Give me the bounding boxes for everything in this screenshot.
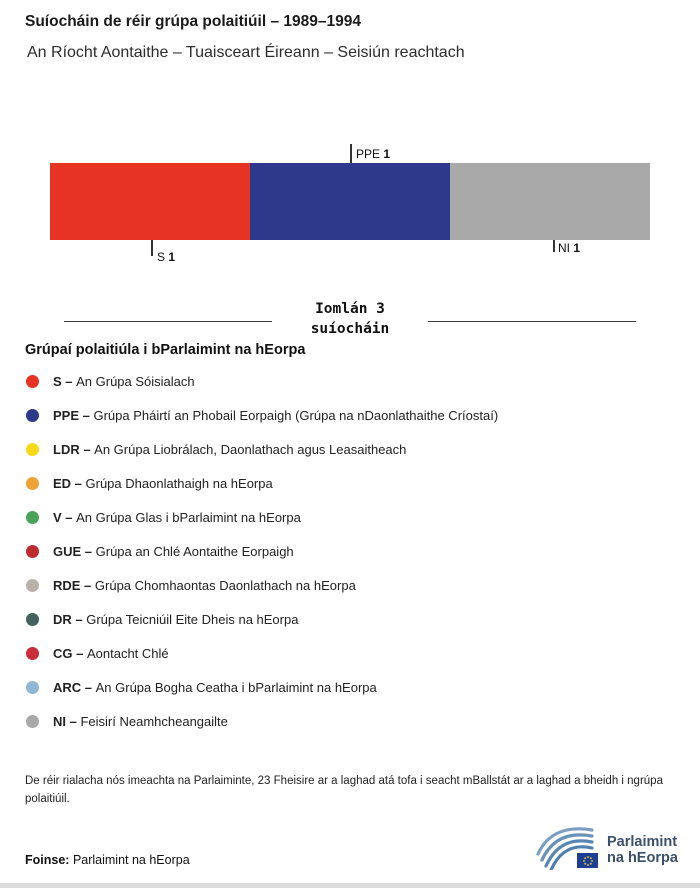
total-divider-right: [428, 321, 636, 322]
eu-flag-icon: [577, 853, 598, 868]
legend-item-ldr: LDR – An Grúpa Liobrálach, Daonlathach a…: [26, 432, 676, 466]
footnote: De réir rialacha nós imeachta na Parlaim…: [25, 775, 663, 805]
legend-code: NI –: [53, 713, 81, 729]
legend-color-dot: [26, 578, 39, 592]
source-label: Foinse:: [25, 853, 70, 867]
legend-name: An Grúpa Sóisialach: [76, 373, 195, 389]
legend-color-dot: [26, 476, 39, 490]
tick-s: [151, 240, 153, 256]
total-divider-left: [64, 321, 272, 322]
legend-color-dot: [26, 646, 39, 660]
legend-code: ARC –: [53, 679, 96, 695]
legend-code: LDR –: [53, 441, 95, 457]
logo-wordmark-line2: na hEorpa: [607, 849, 678, 866]
legend-name: An Grúpa Glas i bParlaimint na hEorpa: [76, 509, 301, 525]
legend-code: GUE –: [53, 543, 96, 559]
page-subtitle: An Ríocht Aontaithe – Tuaisceart Éireann…: [27, 44, 465, 61]
legend-item-ni: NI – Feisirí Neamhcheangailte: [26, 704, 676, 738]
legend-item-rde: RDE – Grúpa Chomhaontas Daonlathach na h…: [26, 568, 676, 602]
legend-name: Grúpa Chomhaontas Daonlathach na hEorpa: [94, 577, 356, 593]
legend-code: V –: [53, 509, 77, 525]
legend-label: CG – Aontacht Chlé: [53, 646, 169, 661]
bar-label-group: NI: [558, 241, 570, 255]
bar-label-value: 1: [383, 147, 391, 161]
bar-label-ppe: PPE 1: [356, 147, 390, 161]
legend-name: Feisirí Neamhcheangailte: [80, 713, 228, 729]
bar-label-value: 1: [168, 250, 176, 264]
legend-code: ED –: [53, 475, 86, 491]
legend-color-dot: [26, 544, 39, 558]
legend-color-dot: [26, 442, 39, 456]
legend-item-ppe: PPE – Grúpa Pháirtí an Phobail Eorpaigh …: [26, 398, 676, 432]
legend-name: Grúpa Teicniúil Eite Dheis na hEorpa: [86, 611, 299, 627]
bar-segment-s: [50, 163, 250, 240]
legend-name: An Grúpa Bogha Ceatha i bParlaimint na h…: [95, 679, 377, 695]
bar-segment-ppe: [250, 163, 450, 240]
legend-item-cg: CG – Aontacht Chlé: [26, 636, 676, 670]
tick-ppe: [350, 144, 352, 163]
bar-label-group: S: [157, 250, 166, 264]
legend-color-dot: [26, 612, 39, 626]
bar-label-ni: NI 1: [558, 241, 580, 255]
legend-item-v: V – An Grúpa Glas i bParlaimint na hEorp…: [26, 500, 676, 534]
source-value: Parlaimint na hEorpa: [72, 853, 190, 867]
legend-name: Aontacht Chlé: [86, 645, 169, 661]
logo-wordmark-line1: Parlaimint: [607, 833, 678, 850]
source-line: Foinse: Parlaimint na hEorpa: [25, 853, 190, 867]
tick-ni: [553, 240, 555, 252]
european-parliament-logo: Parlaimint na hEorpa: [534, 824, 678, 875]
legend-code: CG –: [53, 645, 87, 661]
stacked-bar: [50, 163, 650, 240]
legend-color-dot: [26, 680, 39, 694]
bar-label-s: S 1: [157, 250, 175, 264]
legend-label: NI – Feisirí Neamhcheangailte: [53, 714, 228, 729]
legend-code: RDE –: [53, 577, 95, 593]
legend-name: Grúpa an Chlé Aontaithe Eorpaigh: [95, 543, 294, 559]
legend-label: RDE – Grúpa Chomhaontas Daonlathach na h…: [53, 578, 356, 593]
legend-item-arc: ARC – An Grúpa Bogha Ceatha i bParlaimin…: [26, 670, 676, 704]
legend-item-gue: GUE – Grúpa an Chlé Aontaithe Eorpaigh: [26, 534, 676, 568]
legend-list: S – An Grúpa Sóisialach PPE – Grúpa Pháir…: [26, 364, 676, 738]
legend-name: Grúpa Dhaonlathaigh na hEorpa: [85, 475, 273, 491]
legend-name: An Grúpa Liobrálach, Daonlathach agus Le…: [94, 441, 407, 457]
total-seats-line2: suíocháin: [310, 321, 390, 337]
legend-color-dot: [26, 510, 39, 524]
total-seats: Iomlán 3 suíocháin: [0, 299, 700, 339]
legend-code: S –: [53, 373, 77, 389]
legend-label: V – An Grúpa Glas i bParlaimint na hEorp…: [53, 510, 301, 525]
legend-label: S – An Grúpa Sóisialach: [53, 374, 195, 389]
total-seats-line1: Iomlán 3: [315, 301, 385, 317]
legend-label: PPE – Grúpa Pháirtí an Phobail Eorpaigh …: [53, 408, 498, 423]
legend-color-dot: [26, 408, 39, 422]
legend-label: LDR – An Grúpa Liobrálach, Daonlathach a…: [53, 442, 406, 457]
legend-label: GUE – Grúpa an Chlé Aontaithe Eorpaigh: [53, 544, 294, 559]
page-title: Suíocháin de réir grúpa polaitiúil – 198…: [25, 13, 361, 30]
hemicycle-icon: [534, 824, 600, 875]
legend-code: PPE –: [53, 407, 94, 423]
bottom-border: [0, 883, 700, 888]
bar-segment-ni: [450, 163, 650, 240]
legend-heading: Grúpaí polaitiúla i bParlaimint na hEorp…: [25, 342, 306, 358]
legend-name: Grúpa Pháirtí an Phobail Eorpaigh (Grúpa…: [93, 407, 499, 423]
legend-label: ARC – An Grúpa Bogha Ceatha i bParlaimin…: [53, 680, 377, 695]
legend-label: DR – Grúpa Teicniúil Eite Dheis na hEorp…: [53, 612, 298, 627]
legend-item-ed: ED – Grúpa Dhaonlathaigh na hEorpa: [26, 466, 676, 500]
legend-code: DR –: [53, 611, 87, 627]
legend-item-dr: DR – Grúpa Teicniúil Eite Dheis na hEorp…: [26, 602, 676, 636]
legend-label: ED – Grúpa Dhaonlathaigh na hEorpa: [53, 476, 273, 491]
legend-color-dot: [26, 714, 39, 728]
bar-label-group: PPE: [356, 147, 381, 161]
legend-item-s: S – An Grúpa Sóisialach: [26, 364, 676, 398]
legend-color-dot: [26, 374, 39, 388]
logo-wordmark: Parlaimint na hEorpa: [607, 834, 678, 866]
bar-label-value: 1: [573, 241, 581, 255]
